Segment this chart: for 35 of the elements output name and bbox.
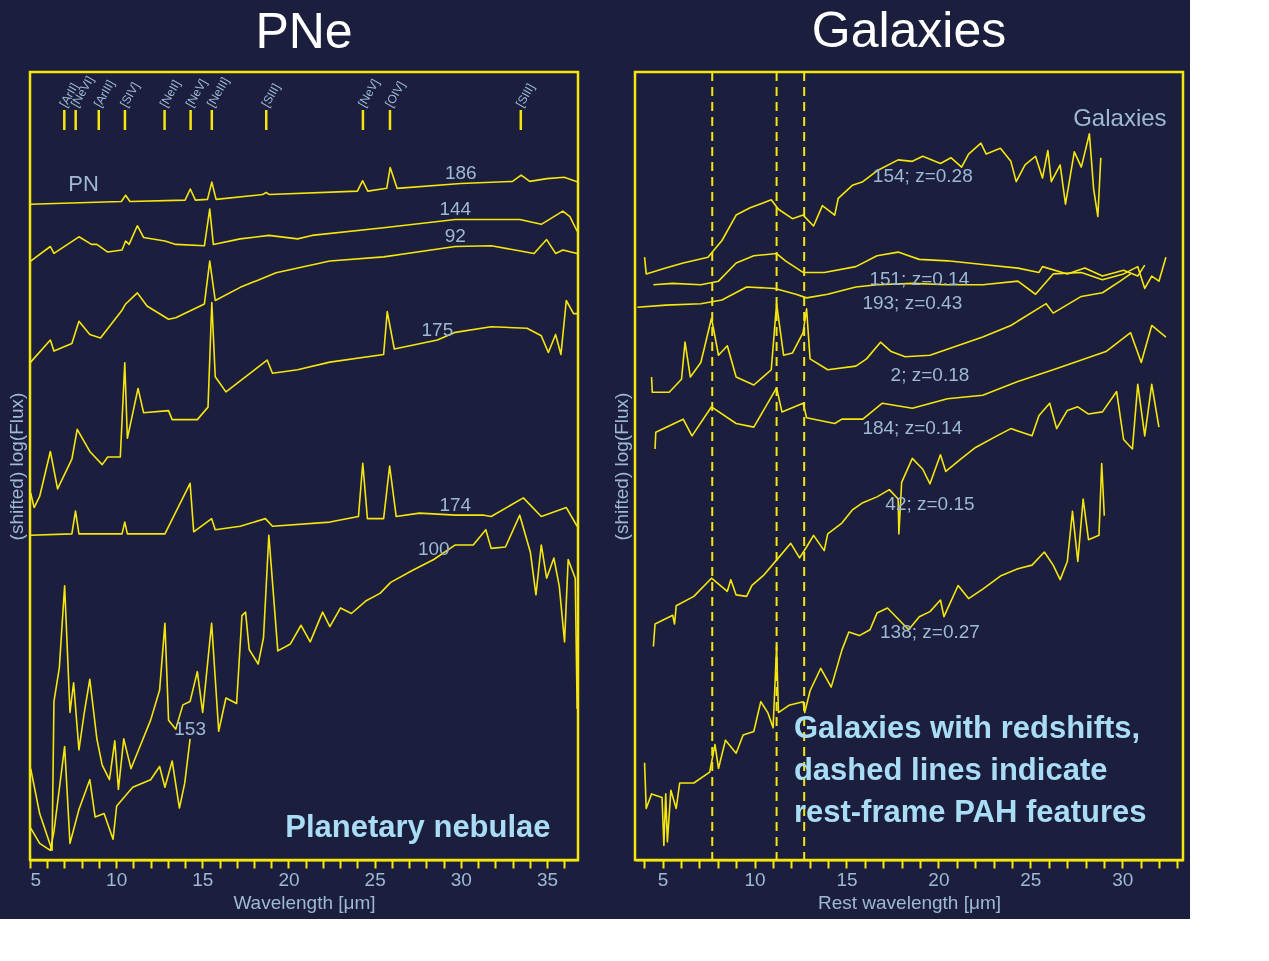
x-tick-label: 35 xyxy=(536,868,559,890)
x-tick-label: 15 xyxy=(192,868,214,890)
x-axis-title: Wavelength [μm] xyxy=(233,891,376,913)
x-tick-label: 25 xyxy=(364,868,386,890)
annotation: PN xyxy=(68,171,99,197)
x-tick-label: 20 xyxy=(278,868,300,890)
series-label: 174 xyxy=(439,494,472,516)
chart-title: Galaxies xyxy=(811,2,1007,58)
series-label: 186 xyxy=(444,162,477,184)
x-tick-label: 10 xyxy=(106,868,128,890)
x-tick-label: 30 xyxy=(1112,868,1134,890)
x-tick-label: 20 xyxy=(928,868,950,890)
series-label: 92 xyxy=(444,225,466,247)
series-label: 138; z=0.27 xyxy=(880,620,980,642)
x-tick-label: 5 xyxy=(657,868,669,890)
text: Galaxies xyxy=(1073,104,1167,132)
series-label: 154; z=0.28 xyxy=(872,165,973,187)
annotation: Galaxies with redshifts, dashed lines indicate rest-frame PAH features xyxy=(793,710,1147,829)
series-label: 144 xyxy=(439,198,472,220)
x-tick-label: 10 xyxy=(744,868,766,890)
y-axis-title: (shifted) log(Flux) xyxy=(5,392,27,541)
series-label: 184; z=0.14 xyxy=(862,417,963,439)
x-tick-label: 25 xyxy=(1020,868,1042,890)
x-tick-label: 15 xyxy=(836,868,858,890)
series-label: 2; z=0.18 xyxy=(890,364,970,386)
annotation: Planetary nebulae xyxy=(285,808,551,844)
series-label: 193; z=0.43 xyxy=(862,292,963,314)
x-tick-label: 5 xyxy=(30,868,42,890)
series-label: 175 xyxy=(421,318,454,340)
x-axis-title: Rest wavelength [μm] xyxy=(817,891,1002,913)
x-tick-label: 30 xyxy=(450,868,472,890)
y-axis-title: (shifted) log(Flux) xyxy=(610,392,632,541)
chart-title: PNe xyxy=(255,3,353,59)
series-label: 153 xyxy=(174,717,206,739)
series-label: 100 xyxy=(417,538,450,560)
